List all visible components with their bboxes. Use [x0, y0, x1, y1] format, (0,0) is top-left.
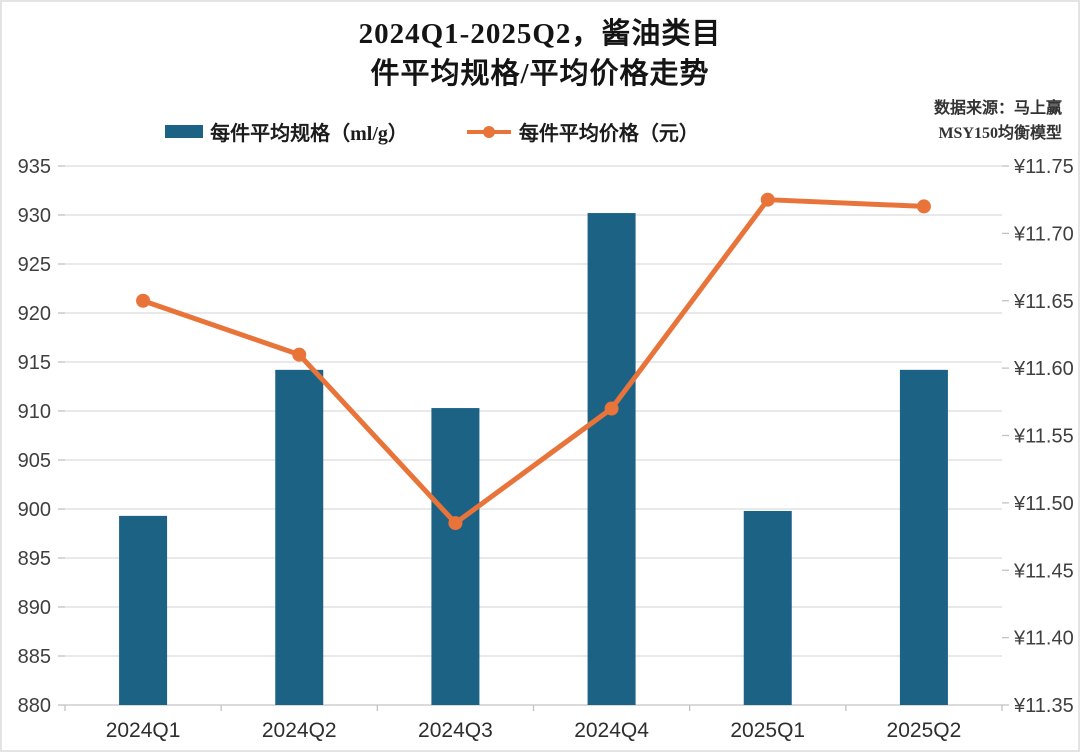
left-axis-tick-label: 915 — [18, 352, 51, 374]
data-source-line2: MSY150均衡模型 — [938, 125, 1062, 142]
legend-item-price: 每件平均价格（元） — [466, 117, 699, 146]
price-point-2024Q3 — [448, 516, 463, 531]
bar-2024Q2 — [275, 369, 324, 705]
line-series-swatch-icon — [466, 125, 511, 138]
right-axis-tick-label: ¥11.40 — [1013, 628, 1074, 650]
right-axis-tick-label: ¥11.65 — [1013, 291, 1074, 313]
left-axis-tick-label: 925 — [18, 254, 51, 276]
price-point-2024Q4 — [604, 401, 619, 416]
bar-2024Q1 — [119, 515, 168, 705]
legend-item-spec: 每件平均规格（ml/g） — [165, 117, 408, 146]
bar-2025Q1 — [743, 510, 792, 705]
right-axis-tick-label: ¥11.50 — [1013, 493, 1074, 515]
chart-title-line1: 2024Q1-2025Q2，酱油类目 — [358, 18, 722, 50]
x-axis-label: 2025Q2 — [887, 719, 962, 742]
price-point-2024Q2 — [292, 347, 307, 362]
left-axis-tick-label: 895 — [18, 548, 51, 570]
data-source-line1: 数据来源：马上赢 — [933, 100, 1062, 117]
price-point-2024Q1 — [136, 293, 151, 308]
left-axis-tick-label: 930 — [18, 205, 51, 227]
left-axis-tick-label: 880 — [18, 695, 51, 717]
legend-dot-glyph — [482, 125, 495, 138]
left-axis-tick-label: 910 — [18, 401, 51, 423]
right-axis-tick-label: ¥11.45 — [1013, 560, 1074, 582]
x-axis-label: 2024Q2 — [262, 719, 337, 742]
right-axis-tick-label: ¥11.75 — [1013, 156, 1074, 178]
x-axis-label: 2025Q1 — [730, 719, 805, 742]
left-axis-tick-label: 885 — [18, 646, 51, 668]
bar-2024Q3 — [431, 408, 480, 705]
legend-label-price: 每件平均价格（元） — [518, 123, 699, 145]
bar-2025Q2 — [899, 369, 948, 705]
left-axis-tick-label: 905 — [18, 450, 51, 472]
left-axis-tick-label: 920 — [18, 303, 51, 325]
x-axis-label: 2024Q4 — [574, 719, 649, 742]
chart-title: 2024Q1-2025Q2，酱油类目 件平均规格/平均价格走势 — [2, 14, 1078, 94]
price-line — [140, 197, 927, 526]
x-axis-label: 2024Q1 — [106, 719, 181, 742]
left-axis-tick-label: 890 — [18, 597, 51, 619]
bar-2024Q4 — [587, 213, 636, 706]
x-axis-label: 2024Q3 — [418, 719, 493, 742]
left-axis-tick-label: 935 — [18, 156, 51, 178]
legend-label-spec: 每件平均规格（ml/g） — [210, 123, 408, 145]
price-point-2025Q1 — [760, 192, 775, 207]
left-axis-tick-label: 900 — [18, 499, 51, 521]
chart-legend: 每件平均规格（ml/g） 每件平均价格（元） — [2, 117, 862, 146]
chart-title-line2: 件平均规格/平均价格走势 — [370, 58, 710, 90]
right-axis-tick-label: ¥11.60 — [1013, 358, 1074, 380]
right-axis-tick-label: ¥11.55 — [1013, 426, 1074, 448]
data-source-note: 数据来源：马上赢 MSY150均衡模型 — [934, 96, 1062, 146]
right-axis-tick-label: ¥11.70 — [1013, 223, 1074, 245]
price-point-2025Q2 — [916, 199, 931, 214]
right-axis-tick-label: ¥11.35 — [1013, 695, 1074, 717]
bar-series-swatch-icon — [165, 125, 204, 138]
